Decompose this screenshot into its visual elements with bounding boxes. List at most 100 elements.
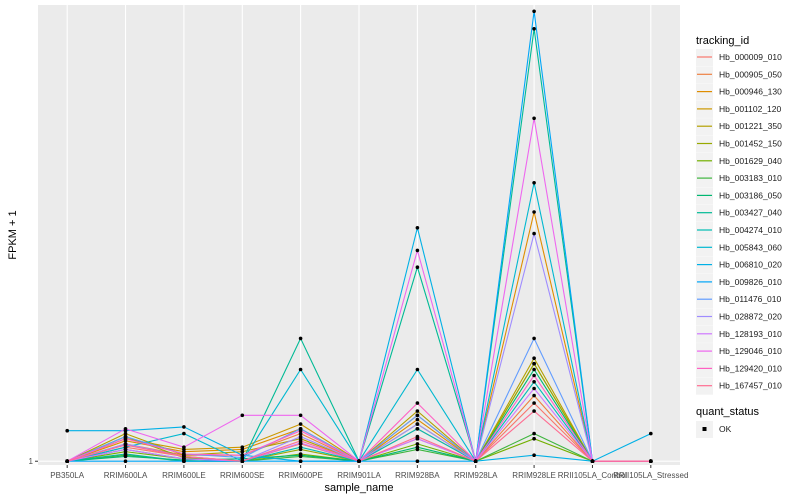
legend-item: Hb_001629_040 [696, 152, 782, 170]
x-axis-title: sample_name [324, 482, 393, 494]
legend-item: Hb_000946_130 [696, 83, 782, 101]
legend-item: Hb_028872_020 [696, 308, 782, 326]
data-point [532, 431, 536, 436]
legend-label: Hb_000946_130 [719, 87, 782, 97]
legend-label: Hb_004274_010 [719, 225, 782, 235]
data-point [182, 445, 186, 450]
data-point [473, 459, 478, 464]
legend-item: Hb_001102_120 [696, 100, 782, 118]
data-point [532, 436, 536, 441]
legend: tracking_id Hb_000009_010 Hb_000905_050 Hb… [696, 35, 782, 438]
x-tick-label: RRIM928BA [395, 471, 440, 480]
data-point [532, 181, 536, 185]
legend-item: Hb_001452_150 [696, 135, 782, 153]
data-points [65, 9, 653, 464]
data-point [532, 386, 536, 391]
legend-label: Hb_167457_010 [719, 381, 782, 391]
data-point [415, 401, 420, 405]
y-axis-ticks: 1 [29, 457, 38, 466]
data-point [532, 453, 536, 458]
data-point [532, 210, 536, 214]
data-point [415, 422, 420, 426]
legend-label: Hb_000009_010 [719, 52, 782, 62]
legend-item: Hb_011476_010 [696, 291, 782, 309]
data-point [532, 393, 536, 398]
data-point [415, 367, 420, 372]
legend2-item: OK [696, 421, 732, 438]
y-tick-label: 1 [29, 457, 34, 466]
data-point [65, 459, 69, 464]
data-point [415, 409, 420, 413]
data-point [298, 422, 303, 426]
data-point [415, 226, 420, 230]
legend-label: Hb_001452_150 [719, 139, 782, 149]
data-point [298, 336, 303, 341]
legend-title: tracking_id [696, 35, 749, 47]
legend-label: Hb_003186_050 [719, 190, 782, 200]
data-point [182, 425, 186, 429]
x-tick-label: RRIM901LA [337, 471, 381, 480]
legend-label: Hb_001221_350 [719, 121, 782, 131]
x-tick-label: RRII105LA_Control [558, 471, 628, 480]
data-point [123, 447, 128, 452]
data-point [532, 9, 536, 14]
data-point [415, 434, 420, 439]
data-point [649, 459, 653, 464]
legend-item: Hb_129420_010 [696, 360, 782, 378]
data-point [532, 367, 536, 372]
x-tick-label: RRIM600LA [104, 471, 148, 480]
data-point [182, 454, 186, 459]
legend-item: Hb_167457_010 [696, 377, 782, 395]
data-point [532, 409, 536, 413]
data-point [298, 453, 303, 458]
data-point [298, 431, 303, 436]
legend-item: Hb_006810_020 [696, 256, 782, 274]
data-point [240, 445, 245, 450]
data-point [240, 449, 245, 454]
data-point [532, 401, 536, 405]
legend-label: Hb_000905_050 [719, 69, 782, 79]
legend-label: Hb_028872_020 [719, 312, 782, 322]
data-point [590, 459, 595, 464]
data-point [123, 427, 128, 431]
data-point [298, 434, 303, 439]
data-point [357, 459, 361, 464]
data-point [415, 413, 420, 418]
data-point [298, 459, 303, 464]
legend-item: Hb_003186_050 [696, 187, 782, 205]
data-point [298, 439, 303, 443]
data-point [532, 27, 536, 31]
legend-label: Hb_005843_060 [719, 242, 782, 252]
x-axis-ticks: PB350LA RRIM600LA RRIM600LE RRIM600SE RRIM60… [50, 465, 688, 480]
legend-label: Hb_001629_040 [719, 156, 782, 166]
x-tick-label: RRIM928LE [512, 471, 556, 480]
x-tick-label: RRIM600LE [162, 471, 206, 480]
data-point [532, 361, 536, 366]
x-tick-label: RRIM600SE [220, 471, 264, 480]
legend-label: Hb_129046_010 [719, 346, 782, 356]
legend-label: Hb_009826_010 [719, 277, 782, 287]
data-point [415, 459, 420, 464]
data-point [415, 445, 420, 450]
legend-label: Hb_129420_010 [719, 363, 782, 373]
legend-item: Hb_003427_040 [696, 204, 782, 222]
data-point [532, 356, 536, 361]
legend-label: Hb_006810_020 [719, 260, 782, 270]
data-point [123, 436, 128, 441]
legend2-label: OK [719, 424, 732, 434]
x-tick-label: RRIM600PE [278, 471, 322, 480]
legend-label: Hb_128193_010 [719, 329, 782, 339]
x-tick-label: PB350LA [50, 471, 84, 480]
x-tick-label: RRIM928LA [454, 471, 498, 480]
data-point [415, 248, 420, 253]
data-point [182, 431, 186, 436]
data-point [240, 459, 245, 464]
legend-item: Hb_005843_060 [696, 239, 782, 257]
data-point [240, 413, 245, 418]
data-point [298, 413, 303, 418]
data-point [532, 373, 536, 378]
data-point [123, 443, 128, 447]
legend2-point-marker [702, 427, 707, 431]
data-point [415, 265, 420, 270]
